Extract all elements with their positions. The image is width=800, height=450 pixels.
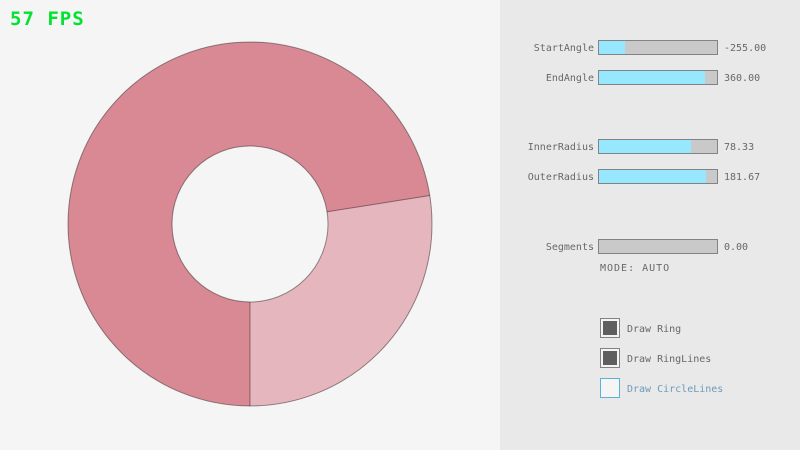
controls-panel: StartAngle -255.00 EndAngle 360.00 Inner…	[500, 0, 800, 450]
innerradius-slider-fill	[599, 140, 692, 153]
ring-outer-outline	[67, 41, 433, 407]
segments-label: Segments	[545, 242, 594, 253]
outerradius-label: OuterRadius	[527, 172, 594, 183]
draw-ringlines-label: Draw RingLines	[627, 354, 712, 365]
startangle-slider[interactable]	[598, 40, 718, 55]
endangle-slider[interactable]	[598, 70, 718, 85]
segments-mode-text: MODE: AUTO	[600, 263, 671, 274]
draw-ringlines-checkbox[interactable]	[600, 348, 620, 368]
checkbox-draw-circlelines[interactable]: Draw CircleLines	[500, 378, 800, 398]
segments-value: 0.00	[724, 242, 749, 253]
endangle-slider-fill	[599, 71, 706, 84]
segments-slider[interactable]	[598, 239, 718, 254]
ring-hole	[172, 146, 328, 302]
endangle-label: EndAngle	[545, 73, 594, 84]
draw-ring-label: Draw Ring	[627, 324, 682, 335]
draw-ring-checkbox[interactable]	[600, 318, 620, 338]
innerradius-value: 78.33	[724, 142, 755, 153]
outerradius-value: 181.67	[724, 172, 761, 183]
innerradius-label: InnerRadius	[527, 142, 594, 153]
startangle-label: StartAngle	[533, 43, 594, 54]
ring-radial-line-right	[326, 195, 430, 213]
checkbox-draw-ring[interactable]: Draw Ring	[500, 318, 800, 338]
checkbox-draw-ringlines[interactable]: Draw RingLines	[500, 348, 800, 368]
draw-circlelines-checkbox[interactable]	[600, 378, 620, 398]
draw-circlelines-label: Draw CircleLines	[627, 384, 724, 395]
slider-row-endangle: EndAngle 360.00	[500, 70, 800, 85]
startangle-slider-fill	[599, 41, 625, 54]
ring-inner-outline	[171, 145, 329, 303]
innerradius-slider[interactable]	[598, 139, 718, 154]
outerradius-slider-fill	[599, 170, 707, 183]
slider-row-segments: Segments 0.00	[500, 239, 800, 254]
ring-graphic	[67, 41, 433, 407]
fps-counter: 57 FPS	[10, 8, 85, 30]
slider-row-innerradius: InnerRadius 78.33	[500, 139, 800, 154]
startangle-value: -255.00	[724, 43, 767, 54]
outerradius-slider[interactable]	[598, 169, 718, 184]
endangle-value: 360.00	[724, 73, 761, 84]
slider-row-startangle: StartAngle -255.00	[500, 40, 800, 55]
slider-row-outerradius: OuterRadius 181.67	[500, 169, 800, 184]
